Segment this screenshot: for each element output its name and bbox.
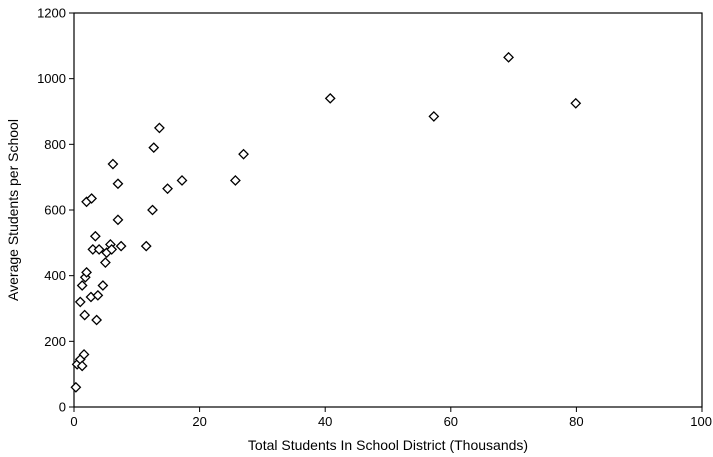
- data-point: [148, 142, 160, 154]
- data-point: [153, 122, 165, 134]
- data-point: [428, 111, 440, 122]
- data-point: [76, 280, 88, 291]
- y-tick-label: 200: [44, 334, 66, 349]
- data-point: [140, 240, 152, 252]
- x-axis-ticks: 0 20 40 60 80 100: [70, 407, 712, 429]
- x-tick-label: 100: [690, 414, 712, 429]
- data-point: [91, 314, 103, 326]
- data-point: [229, 175, 241, 186]
- x-tick-label: 80: [569, 414, 583, 429]
- plot-area-frame: [73, 12, 703, 408]
- data-point: [92, 289, 104, 301]
- y-tick-label: 1000: [37, 71, 66, 86]
- data-point: [106, 243, 118, 255]
- y-tick-label: 1200: [37, 6, 66, 21]
- y-tick-label: 800: [44, 137, 66, 152]
- data-point: [147, 204, 158, 216]
- data-point: [107, 158, 119, 170]
- y-tick-label: 0: [59, 400, 66, 415]
- x-tick-label: 60: [444, 414, 458, 429]
- data-point: [86, 193, 98, 204]
- data-point: [324, 92, 336, 104]
- data-points: [70, 51, 582, 393]
- data-point: [99, 257, 111, 268]
- data-point: [93, 243, 105, 255]
- y-axis-ticks: 0 200 400 600 800 1000 1200: [37, 6, 74, 415]
- data-point: [70, 381, 82, 393]
- data-point: [112, 214, 124, 226]
- y-axis-title: Average Students per School: [5, 119, 21, 301]
- y-tick-label: 400: [44, 268, 66, 283]
- data-point: [74, 296, 86, 308]
- x-tick-label: 20: [192, 414, 206, 429]
- data-point: [238, 148, 249, 160]
- data-point: [162, 183, 173, 195]
- y-tick-label: 600: [44, 203, 66, 218]
- data-point: [76, 360, 88, 372]
- data-point: [81, 266, 92, 278]
- data-point: [78, 349, 90, 360]
- x-tick-label: 40: [318, 414, 332, 429]
- data-point: [112, 178, 124, 190]
- data-point: [89, 230, 101, 242]
- data-point: [176, 175, 188, 186]
- x-tick-label: 0: [70, 414, 77, 429]
- x-axis-title: Total Students In School District (Thous…: [248, 437, 528, 453]
- data-point: [79, 309, 91, 321]
- data-point: [503, 51, 514, 63]
- data-point: [97, 280, 109, 291]
- data-point: [570, 97, 582, 109]
- data-point: [115, 240, 127, 252]
